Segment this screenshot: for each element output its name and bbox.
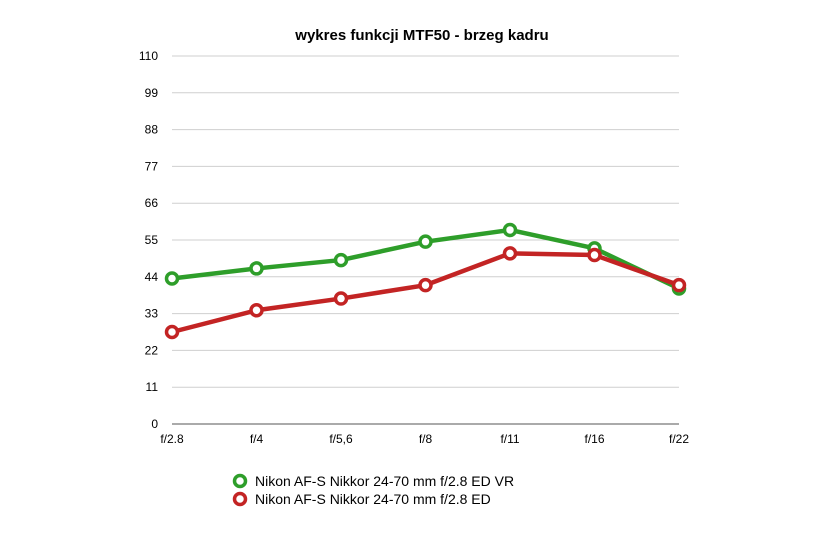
y-tick-label: 66 [145,196,159,210]
series-2 [164,246,687,340]
legend: Nikon AF-S Nikkor 24-70 mm f/2.8 ED VR Ni… [232,473,514,507]
data-point [587,247,602,263]
x-tick-label: f/5,6 [329,432,353,446]
x-tick-label: f/4 [250,432,264,446]
legend-marker [232,473,248,489]
y-tick-label: 88 [145,123,159,137]
y-tick-label: 55 [145,233,159,247]
y-tick-label: 11 [146,380,159,394]
data-point [333,252,349,268]
data-point [164,271,180,286]
y-axis-ticks: 0 11 22 33 44 55 66 77 88 99 110 [139,49,158,431]
y-tick-label: 22 [145,343,159,357]
y-tick-label: 0 [151,417,158,431]
x-tick-label: f/22 [669,432,689,446]
y-tick-label: 110 [139,49,158,63]
y-tick-label: 99 [145,86,159,100]
legend-label: Nikon AF-S Nikkor 24-70 mm f/2.8 ED [255,491,491,507]
y-tick-label: 77 [145,159,159,173]
x-tick-label: f/8 [419,432,433,446]
data-point [502,222,518,238]
data-point [671,277,687,293]
x-tick-label: f/11 [500,432,519,446]
legend-item: Nikon AF-S Nikkor 24-70 mm f/2.8 ED VR [232,473,514,489]
legend-marker [232,491,248,507]
data-point [418,277,433,293]
legend-label: Nikon AF-S Nikkor 24-70 mm f/2.8 ED VR [255,473,514,489]
y-tick-label: 44 [145,270,159,284]
data-point [164,324,180,340]
chart-title: wykres funkcji MTF50 - brzeg kadru [294,27,548,44]
data-point [418,234,433,249]
x-tick-label: f/16 [584,432,604,446]
x-tick-label: f/2.8 [160,432,184,446]
series-line [169,251,682,335]
data-point [502,246,518,261]
data-point [333,291,349,306]
data-point [249,303,264,318]
y-tick-label: 33 [145,307,159,321]
data-point [249,261,264,276]
data-series [164,222,687,340]
x-axis-ticks: f/2.8 f/4 f/5,6 f/8 f/11 f/16 f/22 [160,432,689,446]
legend-item: Nikon AF-S Nikkor 24-70 mm f/2.8 ED [232,491,491,507]
